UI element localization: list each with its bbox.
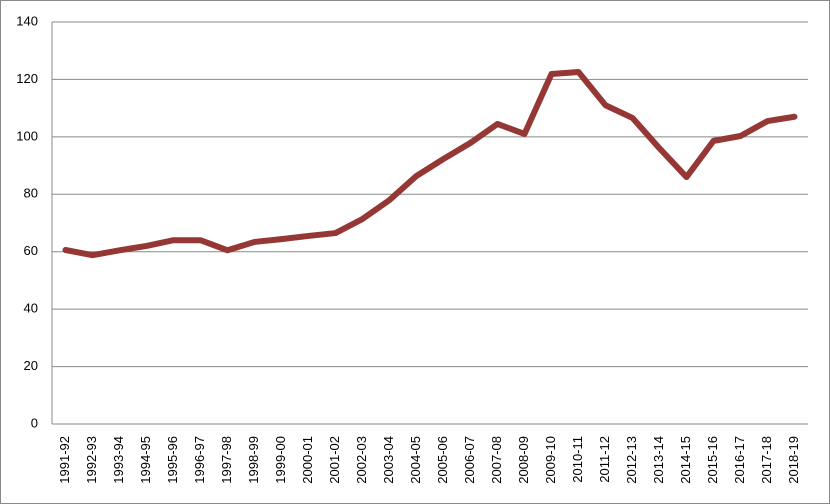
x-tick-label: 2012-13	[624, 436, 639, 484]
x-tick-label: 1991-92	[57, 436, 72, 484]
y-tick-label: 100	[16, 128, 38, 143]
y-tick-label: 60	[24, 243, 38, 258]
x-tick-label: 2006-07	[462, 436, 477, 484]
x-tick-label: 2000-01	[300, 436, 315, 484]
x-tick-label: 2005-06	[435, 436, 450, 484]
x-tick-label: 2009-10	[543, 436, 558, 484]
x-tick-label: 1998-99	[246, 436, 261, 484]
x-tick-label: 1993-94	[111, 436, 126, 484]
x-tick-label: 2004-05	[408, 436, 423, 484]
x-tick-label: 2010-11	[570, 436, 585, 483]
x-tick-label: 1997-98	[219, 436, 234, 484]
x-tick-label: 2011-12	[597, 436, 612, 483]
x-tick-label: 2008-09	[516, 436, 531, 484]
y-tick-label: 120	[16, 71, 38, 86]
y-tick-label: 0	[31, 415, 38, 430]
x-tick-label: 2018-19	[786, 436, 801, 484]
y-tick-label: 40	[24, 301, 38, 316]
x-tick-label: 2002-03	[354, 436, 369, 484]
x-tick-label: 2017-18	[759, 436, 774, 484]
x-tick-label: 2016-17	[732, 436, 747, 484]
x-tick-label: 2013-14	[651, 436, 666, 484]
x-tick-label: 2015-16	[705, 436, 720, 484]
y-tick-label: 20	[24, 358, 38, 373]
x-tick-label: 1999-00	[273, 436, 288, 484]
y-tick-label: 80	[24, 186, 38, 201]
x-tick-label: 1995-96	[165, 436, 180, 484]
x-tick-label: 2007-08	[489, 436, 504, 484]
x-tick-label: 2003-04	[381, 436, 396, 484]
line	[62, 68, 798, 259]
x-tick-label: 1992-93	[84, 436, 99, 484]
y-tick-label: 140	[16, 13, 38, 28]
x-tick-label: 1996-97	[192, 436, 207, 484]
x-tick-label: 1994-95	[138, 436, 153, 484]
x-tick-label: 2001-02	[327, 436, 342, 484]
x-tick-label: 2014-15	[678, 436, 693, 484]
